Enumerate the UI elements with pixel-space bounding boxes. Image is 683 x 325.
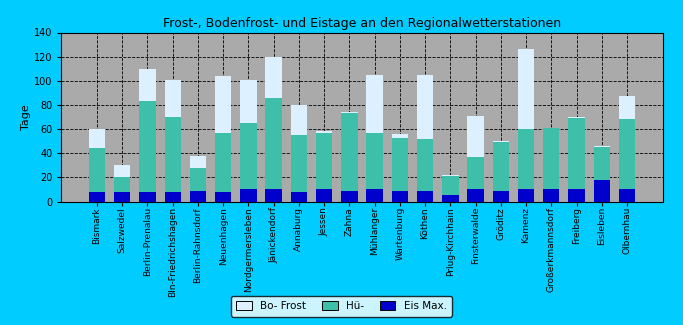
Bar: [366, 189, 382, 202]
Bar: [114, 177, 130, 192]
Bar: [492, 141, 509, 142]
Legend: Bo- Frost, Hü-, Eis Max.: Bo- Frost, Hü-, Eis Max.: [231, 296, 452, 317]
Bar: [518, 129, 534, 189]
Bar: [518, 49, 534, 129]
Bar: [89, 149, 105, 192]
Bar: [391, 134, 408, 137]
Bar: [266, 189, 282, 202]
Bar: [467, 189, 484, 202]
Bar: [316, 132, 333, 189]
Bar: [139, 192, 156, 202]
Bar: [342, 112, 358, 113]
Bar: [543, 189, 559, 202]
Bar: [291, 105, 307, 135]
Bar: [316, 132, 333, 133]
Bar: [316, 189, 333, 202]
Bar: [89, 192, 105, 202]
Bar: [619, 189, 635, 202]
Bar: [492, 142, 509, 191]
Bar: [114, 165, 130, 177]
Bar: [543, 128, 559, 189]
Bar: [215, 133, 232, 192]
Bar: [594, 146, 610, 147]
Bar: [492, 191, 509, 202]
Bar: [417, 75, 433, 139]
Bar: [291, 135, 307, 192]
Bar: [467, 157, 484, 189]
Bar: [215, 192, 232, 202]
Bar: [391, 191, 408, 202]
Bar: [619, 97, 635, 119]
Bar: [417, 139, 433, 191]
Bar: [165, 117, 181, 192]
Bar: [467, 116, 484, 157]
Bar: [366, 75, 382, 133]
Bar: [594, 147, 610, 180]
Bar: [568, 189, 585, 202]
Bar: [417, 191, 433, 202]
Bar: [442, 176, 458, 195]
Bar: [442, 195, 458, 202]
Bar: [568, 118, 585, 189]
Bar: [240, 80, 257, 123]
Bar: [568, 117, 585, 118]
Bar: [190, 156, 206, 168]
Bar: [240, 189, 257, 202]
Bar: [190, 168, 206, 191]
Bar: [619, 119, 635, 189]
Bar: [215, 76, 232, 133]
Bar: [518, 189, 534, 202]
Bar: [291, 192, 307, 202]
Bar: [190, 191, 206, 202]
Bar: [139, 69, 156, 101]
Bar: [240, 123, 257, 189]
Bar: [165, 80, 181, 117]
Bar: [114, 192, 130, 202]
Bar: [165, 192, 181, 202]
Bar: [442, 175, 458, 176]
Bar: [89, 129, 105, 149]
Y-axis label: Tage: Tage: [21, 104, 31, 130]
Bar: [342, 191, 358, 202]
Bar: [366, 133, 382, 189]
Bar: [391, 137, 408, 191]
Bar: [139, 101, 156, 192]
Bar: [342, 113, 358, 191]
Bar: [266, 57, 282, 98]
Bar: [266, 98, 282, 189]
Title: Frost-, Bodenfrost- und Eistage an den Regionalwetterstationen: Frost-, Bodenfrost- und Eistage an den R…: [163, 17, 561, 30]
Bar: [594, 180, 610, 202]
